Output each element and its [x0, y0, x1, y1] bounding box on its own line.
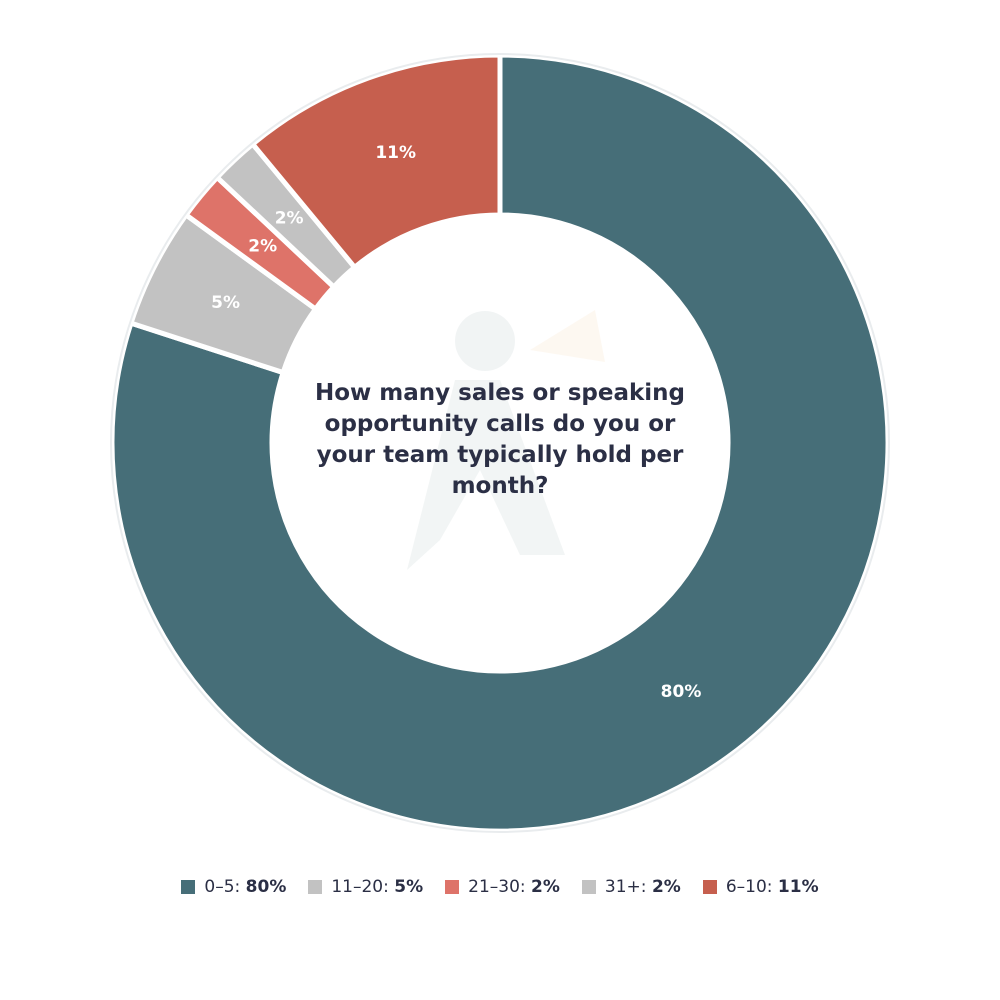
logo-watermark: [407, 310, 605, 570]
legend-item[interactable]: 31+: 2%: [581, 877, 681, 897]
legend-item[interactable]: 21–30: 2%: [445, 877, 560, 897]
legend-value: 2%: [651, 877, 681, 897]
legend-swatch: [702, 880, 717, 894]
legend-value: 11%: [777, 877, 819, 897]
slice-label-31plus: 2%: [275, 208, 304, 228]
legend: 0–5: 80% 11–20: 5% 21–30: 2% 31+: 2% 6–10: 1…: [0, 877, 1000, 897]
legend-value: 80%: [245, 877, 287, 897]
legend-label: 11–20:: [331, 877, 389, 897]
legend-item[interactable]: 6–10: 11%: [702, 877, 819, 897]
legend-item[interactable]: 11–20: 5%: [308, 877, 423, 897]
slice-label-21-30: 2%: [248, 237, 277, 257]
legend-swatch: [581, 880, 596, 894]
slice-0-5[interactable]: [109, 52, 891, 834]
legend-swatch: [308, 880, 323, 894]
slice-label-11-20: 5%: [211, 293, 240, 313]
legend-swatch: [181, 880, 196, 894]
legend-label: 0–5:: [204, 877, 241, 897]
legend-label: 6–10:: [725, 877, 773, 897]
legend-value: 5%: [394, 877, 424, 897]
legend-value: 2%: [531, 877, 560, 897]
donut-outer-ring: [110, 53, 890, 833]
slice-label-6-10: 11%: [375, 143, 416, 163]
legend-label: 21–30:: [468, 877, 526, 897]
chart-title: How many sales or speaking opportunity c…: [315, 380, 685, 499]
legend-label: 31+:: [604, 877, 647, 897]
slice-label-0-5: 80%: [661, 682, 702, 702]
legend-swatch: [445, 880, 460, 894]
legend-item[interactable]: 0–5: 80%: [181, 877, 286, 897]
